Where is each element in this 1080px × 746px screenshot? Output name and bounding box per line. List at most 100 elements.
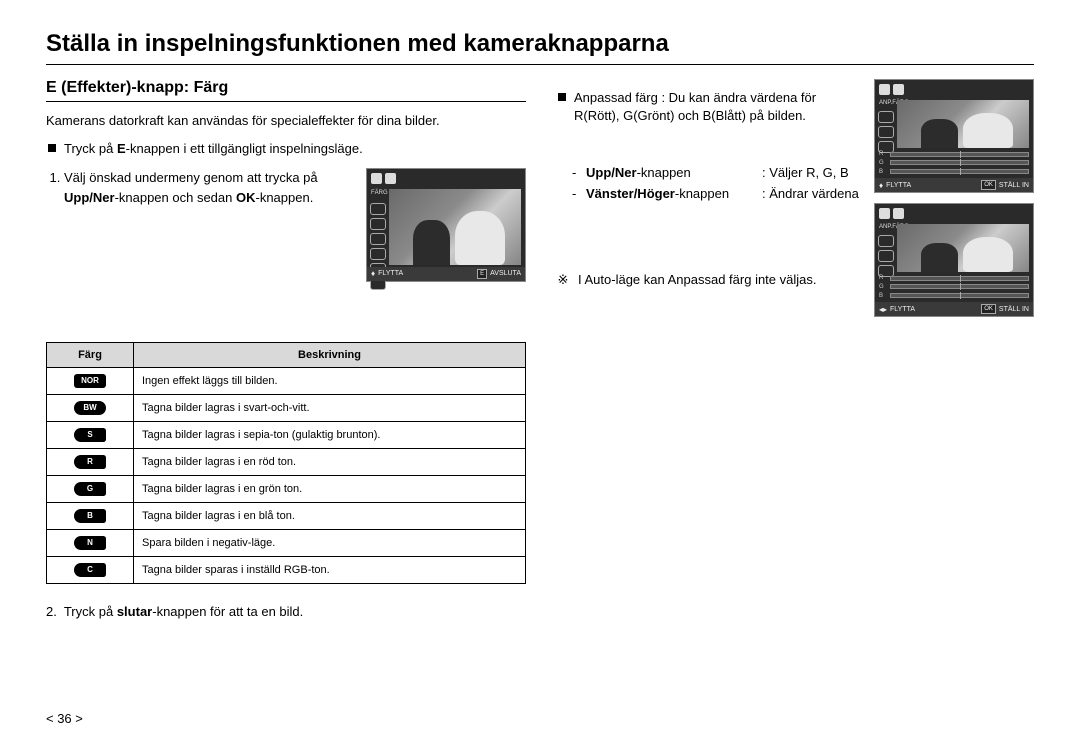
step-1-text: Välj önskad undermeny genom att trycka p…: [64, 168, 352, 207]
mode-icon: [385, 173, 396, 184]
color-desc-cell: Tagna bilder lagras i en röd ton.: [134, 449, 526, 476]
color-icon-cell: BW: [47, 395, 134, 422]
table-row: S Tagna bilder lagras i sepia-ton (gulakt…: [47, 422, 526, 449]
page-number: < 36 >: [46, 711, 83, 726]
color-desc-cell: Ingen effekt läggs till bilden.: [134, 368, 526, 395]
color-option-icon: [370, 233, 386, 245]
rgb-track: [890, 276, 1029, 281]
preview-bottom-bar: ♦ FLYTTA E AVSLUTA: [367, 267, 525, 281]
bb-right-label: AVSLUTA: [490, 269, 521, 280]
preview-bottom-bar: ◂▸ FLYTTA OK STÄLL IN: [875, 302, 1033, 316]
square-bullet-icon: [48, 144, 56, 152]
rgb-label: B: [879, 169, 887, 175]
bb-mid-button: E: [477, 269, 487, 279]
section-title: E (Effekter)-knapp: Färg: [46, 79, 526, 102]
rgb-slider-row: B: [879, 169, 1029, 175]
rgb-label: G: [879, 160, 887, 166]
kv-key: Vänster/Höger-knappen: [586, 186, 762, 201]
table-header-desc: Beskrivning: [134, 343, 526, 368]
sidebar-label: ANP.FÄRG: [878, 224, 894, 230]
rgb-track: [890, 160, 1029, 165]
color-mode-icon: R: [74, 455, 106, 469]
square-bullet-icon: [558, 93, 566, 101]
camera-menu-preview: FÄRG: [366, 168, 526, 282]
auto-mode-note: I Auto-läge kan Anpassad färg inte välja…: [578, 271, 817, 289]
rgb-track: [890, 169, 1029, 174]
rgb-label: R: [879, 275, 887, 281]
bb-mid-button: OK: [981, 304, 996, 314]
rgb-label: G: [879, 284, 887, 290]
mode-icon: [893, 208, 904, 219]
step-2-text: 2. Tryck på slutar-knappen för att ta en…: [46, 604, 526, 619]
color-option-icon: [878, 111, 894, 123]
bb-mid-button: OK: [981, 180, 996, 190]
rgb-track: [890, 284, 1029, 289]
key-value-row: -Vänster/Höger-knappen: Ändrar värdena: [572, 186, 862, 201]
bb-right-label: STÄLL IN: [999, 306, 1029, 313]
color-icon-cell: G: [47, 476, 134, 503]
color-mode-icon: N: [74, 536, 106, 550]
dash: -: [572, 186, 586, 201]
preview-photo: [897, 100, 1029, 148]
table-row: R Tagna bilder lagras i en röd ton.: [47, 449, 526, 476]
table-row: BW Tagna bilder lagras i svart-och-vitt.: [47, 395, 526, 422]
mode-icon: [879, 84, 890, 95]
intro-text: Kamerans datorkraft kan användas för spe…: [46, 112, 526, 130]
color-mode-icon: BW: [74, 401, 106, 415]
page-title: Ställa in inspelningsfunktionen med kame…: [46, 30, 1034, 58]
color-option-icon: [370, 248, 386, 260]
color-option-icon: [878, 126, 894, 138]
info-icon: ※: [556, 272, 570, 288]
color-option-icon: [878, 250, 894, 262]
anpassad-intro: Anpassad färg : Du kan ändra värdena för…: [574, 89, 862, 125]
table-row: G Tagna bilder lagras i en grön ton.: [47, 476, 526, 503]
color-desc-cell: Tagna bilder lagras i en grön ton.: [134, 476, 526, 503]
table-row: C Tagna bilder sparas i inställd RGB-ton.: [47, 557, 526, 584]
rgb-label: R: [879, 151, 887, 157]
rgb-slider-row: R: [879, 151, 1029, 157]
ebutton-instruction: Tryck på E-knappen i ett tillgängligt in…: [64, 140, 363, 158]
rgb-slider-row: G: [879, 284, 1029, 290]
updown-arrow-icon: ♦: [371, 268, 375, 280]
color-icon-cell: NOR: [47, 368, 134, 395]
mode-icon: [893, 84, 904, 95]
mode-icon: [879, 208, 890, 219]
color-icon-cell: S: [47, 422, 134, 449]
rgb-slider-row: R: [879, 275, 1029, 281]
color-option-icon: [878, 235, 894, 247]
rgb-track: [890, 293, 1029, 298]
color-desc-cell: Tagna bilder lagras i sepia-ton (gulakti…: [134, 422, 526, 449]
table-header-icon: Färg: [47, 343, 134, 368]
rgb-slider-row: G: [879, 160, 1029, 166]
color-icon-cell: N: [47, 530, 134, 557]
color-desc-cell: Tagna bilder lagras i svart-och-vitt.: [134, 395, 526, 422]
color-desc-cell: Tagna bilder lagras i en blå ton.: [134, 503, 526, 530]
color-option-icon: [370, 203, 386, 215]
preview-photo: [897, 224, 1029, 272]
preview-bottom-bar: ♦ FLYTTA OK STÄLL IN: [875, 178, 1033, 192]
rgb-preview-1: ANP.FÄRG RGB ♦ FLYTTA: [874, 79, 1034, 193]
color-desc-cell: Tagna bilder sparas i inställd RGB-ton.: [134, 557, 526, 584]
sidebar-label: ANP.FÄRG: [878, 100, 894, 106]
color-mode-icon: NOR: [74, 374, 106, 388]
bb-left-label: FLYTTA: [378, 269, 403, 280]
color-mode-icon: G: [74, 482, 106, 496]
sidebar-label: FÄRG: [370, 189, 386, 198]
preview-photo: [389, 189, 521, 265]
color-mode-icon: B: [74, 509, 106, 523]
table-row: NOR Ingen effekt läggs till bilden.: [47, 368, 526, 395]
color-mode-icon: C: [74, 563, 106, 577]
table-row: B Tagna bilder lagras i en blå ton.: [47, 503, 526, 530]
updown-arrow-icon: ♦: [879, 181, 883, 190]
rgb-track: [890, 152, 1029, 157]
rgb-label: B: [879, 293, 887, 299]
kv-val: : Ändrar värdena: [762, 186, 862, 201]
color-icon-cell: B: [47, 503, 134, 530]
color-mode-icon: S: [74, 428, 106, 442]
kv-key: Upp/Ner-knappen: [586, 165, 762, 180]
color-icon-cell: R: [47, 449, 134, 476]
color-table: Färg Beskrivning NOR Ingen effekt läggs t…: [46, 342, 526, 584]
bb-right-label: STÄLL IN: [999, 182, 1029, 189]
color-desc-cell: Spara bilden i negativ-läge.: [134, 530, 526, 557]
mode-icon: [371, 173, 382, 184]
